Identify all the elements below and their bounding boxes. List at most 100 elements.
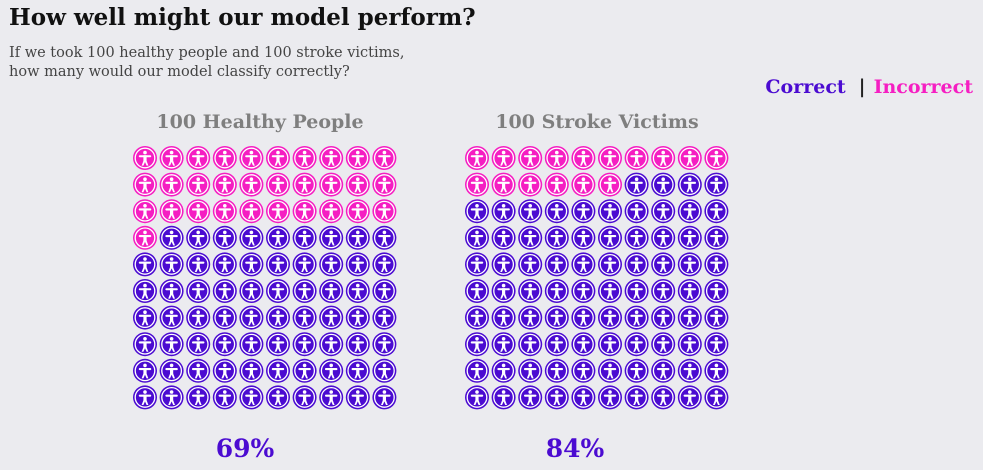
- icon-ring: [572, 174, 594, 196]
- icon-ring: [240, 386, 262, 408]
- icon-ring: [134, 227, 156, 249]
- person-icon-correct: [212, 252, 237, 277]
- icon-ring: [519, 200, 541, 222]
- person-icon-correct: [491, 332, 516, 357]
- person-icon-correct: [518, 332, 543, 357]
- person-icon-incorrect: [292, 146, 317, 170]
- icon-ring: [267, 307, 289, 329]
- person-icon-correct: [544, 225, 569, 250]
- icon-ring: [214, 147, 236, 169]
- icon-ring: [267, 280, 289, 302]
- icon-ring: [599, 280, 621, 302]
- person-icon-correct: [651, 385, 676, 410]
- icon-ring: [652, 280, 674, 302]
- icon-ring: [134, 386, 156, 408]
- icon-ring: [546, 200, 568, 222]
- person-icon-correct: [677, 225, 702, 250]
- icon-ring: [214, 280, 236, 302]
- icon-ring: [373, 386, 395, 408]
- person-icon-incorrect: [465, 146, 489, 170]
- icon-ring: [320, 307, 342, 329]
- icon-ring: [347, 360, 369, 382]
- icon-ring: [187, 253, 209, 275]
- person-icon-correct: [491, 385, 516, 410]
- person-icon-correct: [571, 305, 596, 330]
- icon-ring: [373, 147, 395, 169]
- icon-ring: [267, 360, 289, 382]
- person-icon-correct: [133, 385, 157, 410]
- icon-ring: [466, 227, 488, 249]
- icon-ring: [347, 227, 369, 249]
- icon-ring: [652, 253, 674, 275]
- person-icon-correct: [704, 172, 729, 197]
- person-icon-correct: [518, 305, 543, 330]
- person-icon-correct: [624, 225, 649, 250]
- person-icon-correct: [624, 199, 649, 224]
- icon-ring: [267, 227, 289, 249]
- person-icon-correct: [544, 358, 569, 383]
- person-icon-incorrect: [491, 172, 516, 197]
- person-icon-correct: [598, 385, 622, 410]
- icon-ring: [546, 147, 568, 169]
- icon-ring: [373, 174, 395, 196]
- person-icon-correct: [345, 252, 370, 277]
- icon-ring: [519, 147, 541, 169]
- person-icon-correct: [292, 305, 317, 330]
- icon-ring: [572, 227, 594, 249]
- person-icon-correct: [465, 279, 489, 303]
- person-icon-correct: [704, 358, 729, 383]
- icon-ring: [705, 307, 727, 329]
- icon-ring: [652, 386, 674, 408]
- icon-ring: [546, 227, 568, 249]
- person-icon-incorrect: [704, 146, 729, 170]
- icon-ring: [161, 386, 183, 408]
- person-icon-correct: [292, 225, 317, 250]
- icon-ring: [373, 200, 395, 222]
- person-icon-correct: [544, 199, 569, 224]
- person-icon-correct: [704, 305, 729, 330]
- icon-ring: [705, 174, 727, 196]
- person-icon-correct: [677, 172, 702, 197]
- person-icon-incorrect: [266, 199, 290, 224]
- icon-ring: [320, 280, 342, 302]
- person-icon-correct: [133, 358, 157, 383]
- person-icon-incorrect: [239, 199, 264, 224]
- person-icon-correct: [518, 385, 543, 410]
- icon-ring: [546, 360, 568, 382]
- icon-ring: [466, 280, 488, 302]
- icon-ring: [214, 386, 236, 408]
- person-icon-incorrect: [159, 199, 184, 224]
- person-icon-correct: [704, 225, 729, 250]
- person-icon-correct: [571, 199, 596, 224]
- person-icon-correct: [159, 225, 184, 250]
- icon-ring: [493, 253, 515, 275]
- person-icon-correct: [465, 252, 489, 277]
- person-icon-correct: [239, 358, 264, 383]
- person-icon-correct: [345, 225, 370, 250]
- person-icon-correct: [465, 305, 489, 330]
- icon-ring: [134, 333, 156, 355]
- person-icon-correct: [491, 199, 516, 224]
- icon-ring: [294, 147, 316, 169]
- person-icon-incorrect: [345, 199, 370, 224]
- chart-subtitle: If we took 100 healthy people and 100 st…: [9, 44, 404, 82]
- person-icon-incorrect: [159, 172, 184, 197]
- icon-ring: [214, 307, 236, 329]
- person-icon-incorrect: [571, 146, 596, 170]
- icon-ring: [599, 307, 621, 329]
- icon-ring: [320, 360, 342, 382]
- person-icon-correct: [266, 305, 290, 330]
- icon-ring: [626, 253, 648, 275]
- icon-ring: [161, 253, 183, 275]
- person-icon-incorrect: [133, 146, 157, 170]
- icon-ring: [705, 147, 727, 169]
- icon-ring: [519, 386, 541, 408]
- icon-ring: [705, 386, 727, 408]
- icon-ring: [652, 147, 674, 169]
- icon-ring: [347, 174, 369, 196]
- person-icon-correct: [319, 305, 344, 330]
- icon-ring: [214, 174, 236, 196]
- person-icon-correct: [544, 385, 569, 410]
- person-icon-correct: [319, 252, 344, 277]
